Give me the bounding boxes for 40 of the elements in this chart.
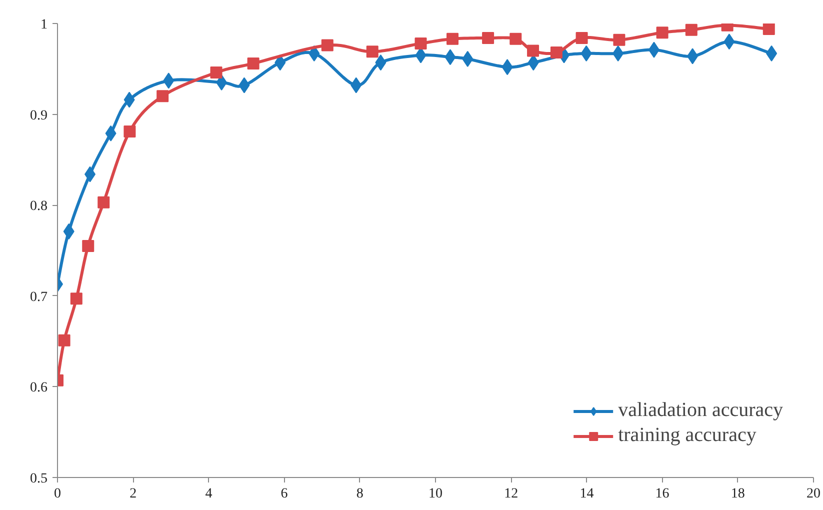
- y-tick-label: 0.8: [30, 199, 48, 214]
- y-tick-label: 0.9: [30, 108, 48, 124]
- x-tick-label: 14: [580, 486, 594, 502]
- point: [685, 24, 698, 36]
- point: [550, 46, 562, 59]
- point: [414, 37, 427, 50]
- point: [210, 66, 222, 79]
- x-tick-label: 2: [130, 486, 137, 502]
- point: [58, 334, 70, 346]
- legend-label: valiadation accuracy: [618, 399, 783, 422]
- point: [510, 32, 522, 45]
- point: [482, 32, 494, 44]
- y-tick-label: 0.6: [30, 380, 48, 396]
- point: [446, 32, 459, 45]
- point: [82, 240, 94, 252]
- x-tick-label: 20: [806, 486, 820, 502]
- y-tick-label: 0.5: [30, 472, 48, 486]
- point: [98, 196, 110, 208]
- point: [656, 26, 668, 39]
- point: [527, 44, 540, 57]
- point: [576, 32, 588, 44]
- point: [124, 126, 136, 138]
- y-tick-label: 0.7: [30, 290, 48, 305]
- x-tick-label: 8: [356, 486, 364, 502]
- legend-label: training accuracy: [618, 424, 756, 447]
- x-tick-label: 6: [280, 486, 288, 502]
- y-tick-label: 1: [40, 18, 48, 32]
- point: [70, 292, 82, 305]
- x-tick-label: 18: [730, 486, 745, 502]
- x-tick-label: 4: [205, 486, 212, 502]
- point: [613, 34, 626, 46]
- point: [762, 24, 775, 35]
- x-tick-label: 10: [428, 486, 442, 502]
- x-tick-label: 16: [655, 486, 670, 502]
- x-tick-label: 12: [504, 486, 518, 502]
- point: [366, 46, 378, 58]
- point: [247, 57, 260, 70]
- point: [156, 90, 169, 102]
- x-tick-label: 0: [54, 486, 61, 502]
- point: [321, 39, 334, 52]
